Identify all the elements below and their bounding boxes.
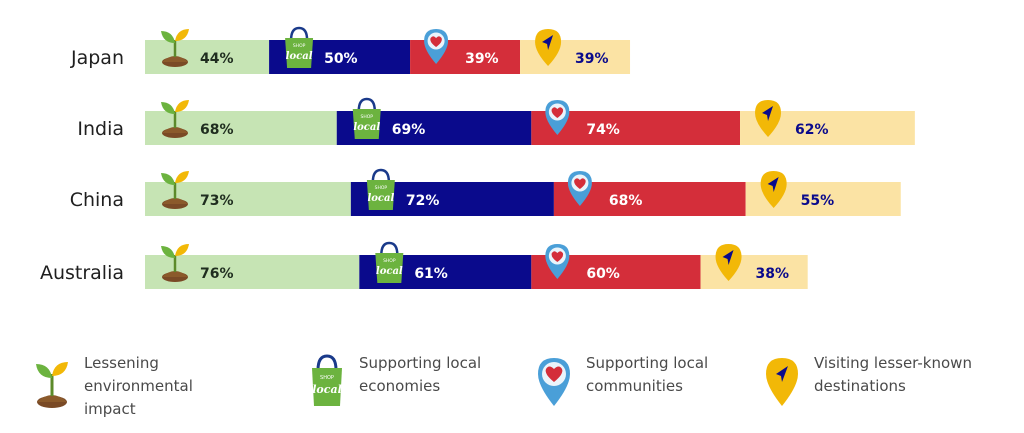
country-label: Australia [40, 262, 124, 284]
legend-item-communities: Supporting local communities [532, 352, 756, 408]
legend-label-line1: Visiting lesser-known [814, 354, 972, 372]
legend-label-line2: impact [84, 400, 136, 418]
svg-text:local: local [286, 51, 313, 62]
data-label: 60% [586, 266, 620, 282]
data-label: 68% [609, 193, 643, 209]
legend-item-destinations: Visiting lesser-known destinations [760, 352, 984, 408]
legend-item-economies: SHOP local Supporting local economies [305, 352, 529, 408]
shopping-bag-icon: SHOP local [352, 97, 381, 139]
seedling-icon [161, 171, 189, 209]
data-label: 73% [200, 193, 234, 209]
bar-row-india: India 68% SHOP local 69% 74% 62% [77, 97, 915, 145]
data-label: 50% [324, 51, 358, 67]
stacked-bar-chart: Japan 44% SHOP local 50% 39% 39% India 68% SHOP lo… [40, 26, 915, 289]
legend-label-line2: economies [359, 377, 441, 395]
data-label: 55% [801, 193, 835, 209]
bar-row-china: China 73% SHOP local 72% 68% 55% [70, 168, 901, 216]
legend-label-line1: Supporting local [359, 354, 482, 372]
data-label: 44% [200, 51, 234, 67]
heart-pin-icon [424, 29, 449, 64]
data-label: 39% [465, 51, 499, 67]
svg-text:SHOP: SHOP [293, 43, 306, 49]
heart-pin-icon [538, 358, 570, 406]
legend-label-line2: communities [586, 377, 683, 395]
country-label: India [77, 118, 124, 140]
svg-text:local: local [367, 193, 394, 204]
data-label: 62% [795, 122, 829, 138]
legend-label-line1: Lessening environmental [84, 354, 193, 395]
bar-row-japan: Japan 44% SHOP local 50% 39% 39% [70, 26, 631, 74]
shopping-bag-icon: SHOP local [366, 168, 395, 210]
seedling-icon [161, 100, 189, 138]
data-label: 76% [200, 266, 234, 282]
shopping-bag-icon: SHOP local [312, 354, 342, 406]
seedling-icon [36, 362, 68, 408]
navigation-pin-icon [766, 358, 798, 406]
data-label: 68% [200, 122, 234, 138]
svg-text:local: local [312, 383, 342, 396]
svg-text:local: local [376, 266, 403, 277]
data-label: 38% [756, 266, 790, 282]
bar-row-australia: Australia 76% SHOP local 61% 60% 38% [40, 241, 808, 289]
svg-text:SHOP: SHOP [320, 375, 334, 381]
shopping-bag-icon: SHOP local [285, 26, 314, 68]
navigation-pin-icon [755, 100, 782, 137]
shopping-bag-icon: SHOP local [375, 241, 404, 283]
heart-pin-icon [567, 171, 592, 206]
navigation-pin-icon [760, 171, 787, 208]
data-label: 61% [414, 266, 448, 282]
heart-pin-icon [545, 100, 570, 135]
svg-text:local: local [353, 122, 380, 133]
country-label: China [70, 189, 124, 211]
seedling-icon [161, 244, 189, 282]
navigation-pin-icon [715, 244, 742, 281]
legend-label-line2: destinations [814, 377, 906, 395]
data-label: 69% [392, 122, 426, 138]
svg-text:SHOP: SHOP [361, 114, 374, 120]
legend-label-line1: Supporting local [586, 354, 709, 372]
data-label: 39% [575, 51, 609, 67]
bar-segment [145, 255, 360, 289]
heart-pin-icon [545, 244, 570, 279]
svg-text:SHOP: SHOP [375, 185, 388, 191]
data-label: 72% [406, 193, 440, 209]
data-label: 74% [586, 122, 620, 138]
svg-text:SHOP: SHOP [383, 258, 396, 264]
country-label: Japan [70, 47, 124, 69]
bar-segment [145, 40, 270, 74]
legend-item-environment: Lessening environmental impact [30, 352, 254, 421]
navigation-pin-icon [535, 29, 562, 66]
seedling-icon [161, 29, 189, 67]
